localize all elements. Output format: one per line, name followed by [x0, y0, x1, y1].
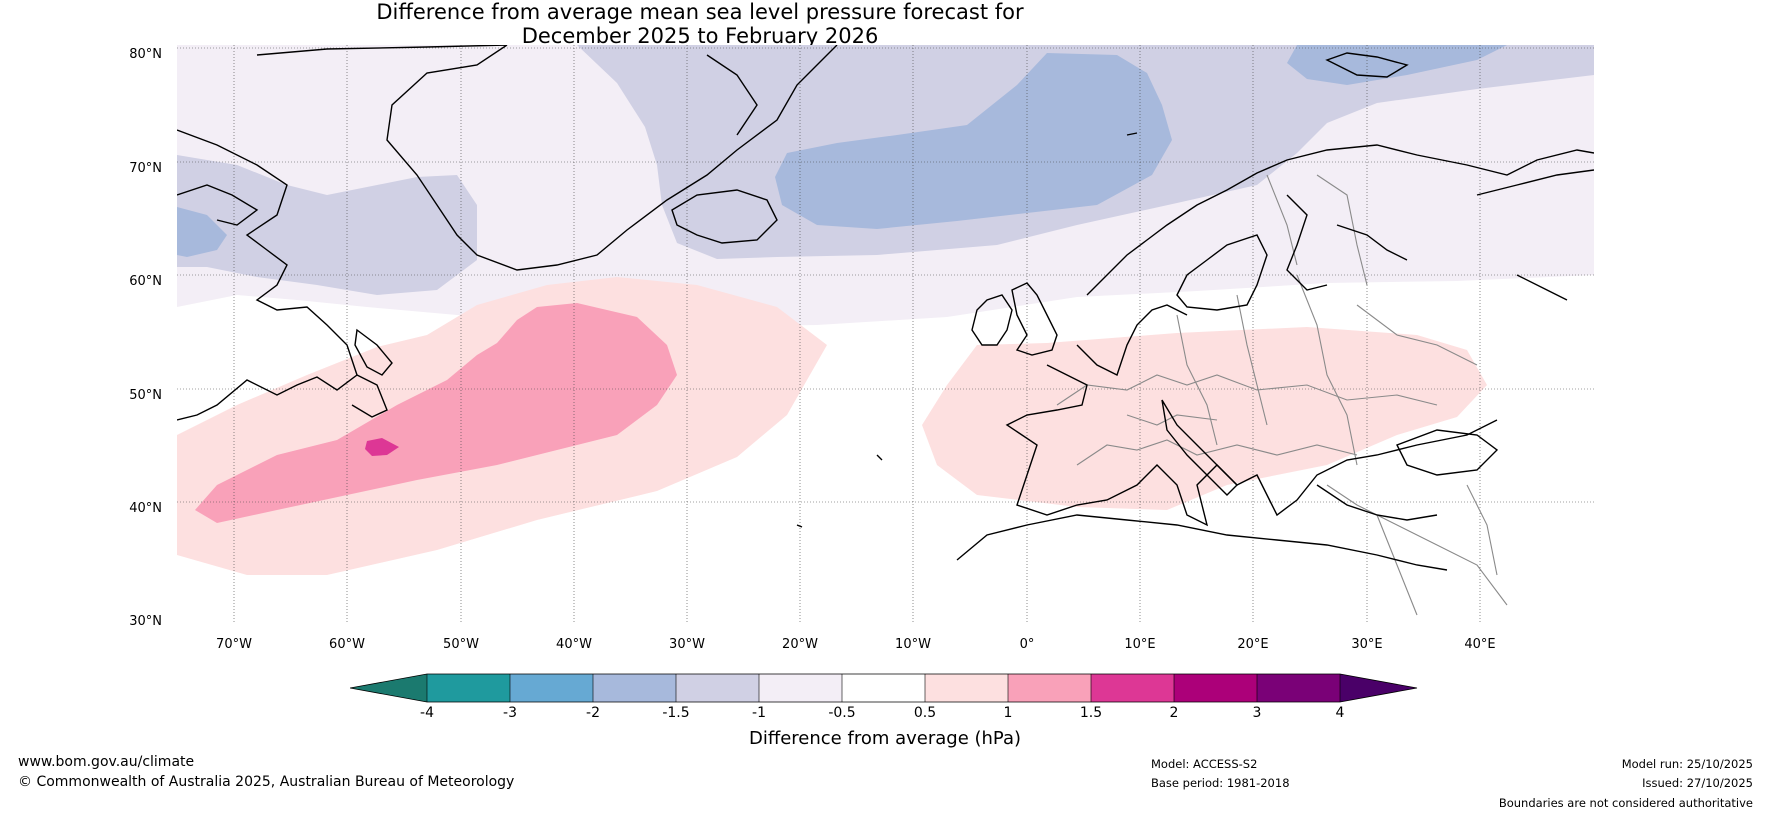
colorbar-label-minus-0.5: -0.5: [828, 705, 856, 721]
footer-issued: Issued: 27/10/2025: [1642, 776, 1753, 790]
colorbar-segment-2-to-3: [1174, 674, 1257, 702]
colorbar-segment-minus-2-to-minus-1.5: [593, 674, 676, 702]
title-line-1: Difference from average mean sea level p…: [376, 0, 1024, 24]
colorbar-label-minus-1: -1: [752, 705, 766, 721]
colorbar-title: Difference from average (hPa): [748, 728, 1022, 749]
pressure-anomaly-map: [177, 45, 1594, 622]
colorbar-segment-1-to-1.5: [1008, 674, 1091, 702]
colorbar-label-2: 2: [1169, 705, 1179, 721]
colorbar-label-minus-2: -2: [586, 705, 600, 721]
colorbar-label-1: 1: [1003, 705, 1013, 721]
title-line-2: December 2025 to February 2026: [521, 24, 879, 48]
lon-label-70w: 70°W: [216, 637, 252, 652]
colorbar-dividers: [426, 674, 1341, 702]
lon-label-30w: 30°W: [669, 637, 705, 652]
anomaly-region-minus-1.5-west: [177, 207, 227, 257]
colorbar-label-1.5: 1.5: [1079, 705, 1103, 721]
lon-label-0: 0°: [1019, 637, 1035, 652]
colorbar-label-minus-1.5: -1.5: [662, 705, 690, 721]
colorbar-segment-minus-4-to-minus-3: [427, 674, 510, 702]
lon-label-20e: 20°E: [1237, 637, 1269, 652]
footer-copyright: © Commonwealth of Australia 2025, Austra…: [18, 774, 515, 790]
colorbar-segment-minus-1-to-minus-0.5: [759, 674, 842, 702]
coastlines: [177, 45, 1594, 571]
footer-model: Model: ACCESS-S2: [1151, 757, 1258, 771]
lat-label-70n: 70°N: [129, 161, 162, 176]
lon-label-20w: 20°W: [782, 637, 818, 652]
lon-label-60w: 60°W: [329, 637, 365, 652]
colorbar-segment-gt-4: [1340, 674, 1417, 702]
chart-title: Difference from average mean sea level p…: [0, 0, 1400, 48]
lat-label-50n: 50°N: [129, 388, 162, 403]
footer-base-period: Base period: 1981-2018: [1151, 776, 1290, 790]
anomaly-region-plus-1: [195, 303, 677, 523]
country-borders: [1056, 174, 1508, 616]
lon-label-10w: 10°W: [895, 637, 931, 652]
lon-label-40e: 40°E: [1464, 637, 1496, 652]
anomaly-region-plus-1.5: [365, 438, 399, 456]
lat-label-60n: 60°N: [129, 274, 162, 289]
footer-disclaimer: Boundaries are not considered authoritat…: [1498, 796, 1753, 810]
colorbar-label-minus-4: -4: [420, 705, 434, 721]
colorbar-label-minus-3: -3: [503, 705, 517, 721]
colorbar-label-0.5: 0.5: [913, 705, 937, 721]
colorbar-segment-minus-3-to-minus-2: [510, 674, 593, 702]
colorbar-label-3: 3: [1252, 705, 1262, 721]
colorbar-segment-3-to-4: [1257, 674, 1340, 702]
colorbar: [350, 673, 1418, 703]
anomaly-region-minus-1.5: [775, 53, 1172, 229]
colorbar-segment-0.5-to-1: [925, 674, 1008, 702]
footer-model-run: Model run: 25/10/2025: [1621, 757, 1753, 771]
lat-label-40n: 40°N: [129, 501, 162, 516]
colorbar-segment-1.5-to-2: [1091, 674, 1174, 702]
colorbar-segment-minus-0.5-to-0.5: [842, 674, 925, 702]
lon-label-10e: 10°E: [1124, 637, 1156, 652]
anomaly-region-minus-1-west: [177, 155, 477, 295]
colorbar-label-4: 4: [1335, 705, 1345, 721]
footer-website-link[interactable]: www.bom.gov.au/climate: [18, 754, 195, 770]
lon-label-50w: 50°W: [443, 637, 479, 652]
colorbar-segment-minus-1.5-to-minus-1: [676, 674, 759, 702]
lat-label-30n: 30°N: [129, 614, 162, 629]
lon-label-30e: 30°E: [1351, 637, 1383, 652]
lat-label-80n: 80°N: [129, 47, 162, 62]
colorbar-segment-lt-4: [350, 674, 427, 702]
lon-label-40w: 40°W: [556, 637, 592, 652]
